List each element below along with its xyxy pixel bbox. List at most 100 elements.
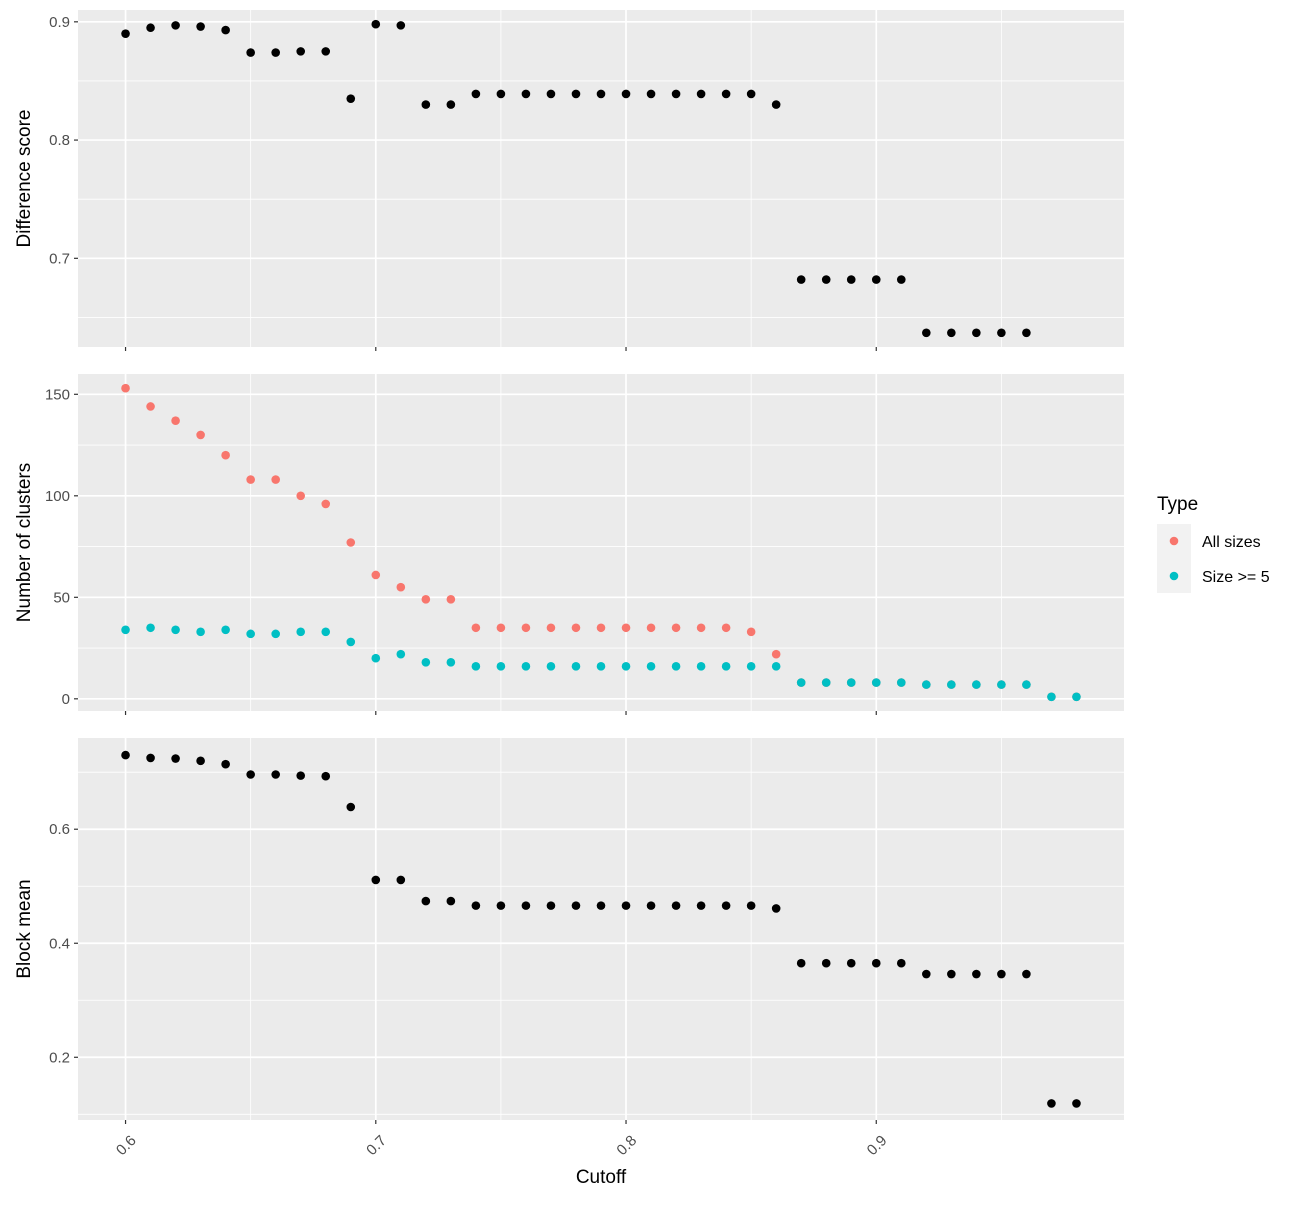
y-tick-label: 150 [45,386,70,403]
data-point [321,627,331,637]
data-point [571,623,581,633]
x-axis-title: Cutoff [576,1167,627,1188]
data-point [846,678,856,687]
panel-difference-score: 0.7 0.8 0.9 Difference score [14,10,1124,351]
y-tick-label: 50 [53,589,70,606]
data-point [1047,1099,1056,1108]
data-point [997,680,1006,689]
data-point [196,430,205,440]
data-point [671,662,681,671]
y-axis-title: Difference score [14,110,35,248]
data-point [721,662,731,671]
data-point [121,383,130,393]
data-point [171,21,180,30]
legend-title: Type [1157,494,1198,515]
data-point [496,901,506,910]
data-point [896,958,906,968]
data-point [146,753,155,763]
data-point [972,680,981,689]
data-point [922,328,931,338]
data-point [696,901,706,910]
data-point [621,623,631,633]
data-point [771,649,781,659]
data-point [321,47,331,56]
data-point [846,275,856,284]
data-point [221,450,230,460]
data-point [947,680,956,689]
data-point [146,623,155,633]
data-point [446,896,456,906]
data-point [922,680,931,689]
data-point [771,662,781,671]
data-point [221,625,230,635]
data-point [571,662,581,671]
data-point [696,623,706,633]
data-point [896,678,906,687]
data-point [521,662,531,671]
legend-key-all-sizes [1169,536,1179,546]
data-point [922,969,931,979]
data-point [196,22,205,31]
series-size-5 [121,623,1081,702]
data-point [446,100,456,109]
data-point [821,958,831,968]
data-point [371,875,381,885]
data-point [846,958,856,968]
data-point [371,570,381,580]
data-point [571,89,581,99]
data-point [446,657,456,667]
legend-key-bg [1157,524,1191,593]
data-point [121,29,130,38]
x-tick-label: 0.8 [613,1132,640,1159]
data-point [646,89,656,99]
data-point [396,21,406,30]
data-point [271,770,280,779]
data-point [596,901,606,910]
data-point [396,582,406,592]
data-point [496,662,506,671]
data-point [1022,328,1031,338]
data-point [947,969,956,979]
series-block-mean [121,750,1081,1108]
data-point [746,662,756,671]
legend-label-size-ge-5: Size >= 5 [1202,569,1270,586]
data-point [796,275,806,284]
legend-label-all-sizes: All sizes [1202,534,1261,551]
data-point [546,89,556,99]
data-point [646,662,656,671]
data-point [521,623,531,633]
data-point [196,627,205,637]
data-point [171,625,180,635]
data-point [721,901,731,910]
data-point [1072,692,1081,702]
y-tick-label: 100 [45,488,70,505]
data-point [221,759,230,769]
data-point [296,47,306,56]
data-point [271,629,280,639]
x-axis: 0.6 0.7 0.8 0.9 [113,1132,890,1159]
data-point [321,771,331,781]
data-point [171,416,180,425]
data-point [171,754,180,763]
data-point [696,89,706,99]
data-point [246,770,255,779]
data-point [871,678,881,687]
data-point [721,89,731,99]
legend[interactable]: Type All sizes Size >= 5 [1157,494,1270,593]
data-point [246,629,255,639]
data-point [346,94,356,103]
data-point [246,475,255,484]
data-point [521,89,531,99]
data-point [1047,692,1056,702]
data-point [471,623,481,633]
data-point [997,969,1006,979]
data-point [496,623,506,633]
data-point [346,802,356,812]
data-point [546,662,556,671]
x-tick-label: 0.9 [864,1132,891,1159]
data-point [371,19,381,29]
data-point [1022,680,1031,689]
data-point [121,625,130,635]
x-tick-label: 0.6 [113,1132,140,1159]
data-point [771,904,781,913]
